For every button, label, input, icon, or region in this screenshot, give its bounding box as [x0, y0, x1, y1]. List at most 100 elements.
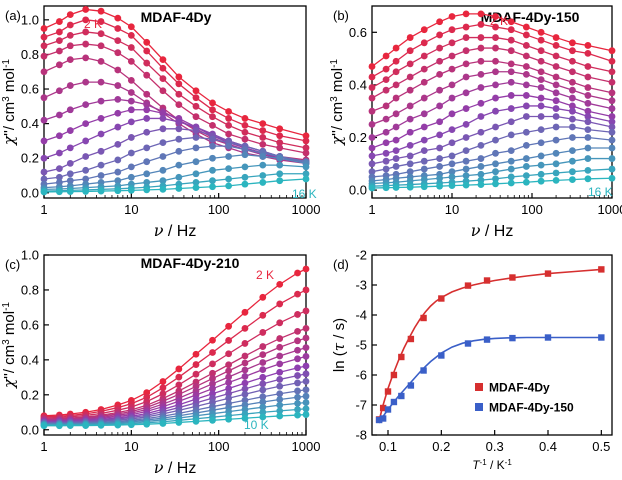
- data-point: [492, 57, 499, 65]
- data-point: [392, 136, 400, 144]
- data-point: [462, 60, 470, 68]
- data-point: [398, 392, 405, 400]
- legend-swatch: [475, 383, 483, 391]
- data-point: [382, 165, 390, 173]
- data-point: [294, 327, 301, 335]
- data-point: [241, 146, 249, 153]
- data-point: [55, 37, 63, 44]
- data-point: [175, 80, 183, 88]
- chart-panel-4: (d) 0.1 0.2 0.3 0.4 0.5 -8 -7 -6 -5 -4 -3 -2 ln (τ / …: [330, 248, 613, 472]
- data-point: [192, 179, 200, 186]
- data-point: [368, 144, 376, 152]
- data-point: [276, 161, 284, 169]
- data-point: [537, 161, 545, 169]
- annotation-label: 16 K: [292, 187, 317, 201]
- x-tick-label: 1000: [292, 202, 321, 217]
- data-point: [392, 110, 400, 118]
- data-point: [225, 394, 233, 402]
- data-point: [522, 70, 530, 78]
- data-point: [192, 144, 200, 152]
- chart-panel-1: (a) 1 10 100 1000 0.0 0.2 0.4 0.6 0.8 1.0 MDAF-4Dy χ…: [0, 5, 321, 240]
- panel-label: (d): [333, 257, 349, 272]
- data-point: [522, 63, 530, 70]
- x-axis-label: ν / Hz: [154, 458, 197, 477]
- data-point: [462, 105, 470, 112]
- data-point: [464, 340, 472, 347]
- data-point: [584, 155, 592, 162]
- data-point: [406, 168, 414, 176]
- data-point: [294, 269, 301, 277]
- data-point: [492, 175, 499, 183]
- data-point: [259, 120, 267, 128]
- data-point: [436, 174, 444, 182]
- data-point: [97, 97, 105, 105]
- data-point: [477, 70, 485, 78]
- y-tick-label: 1.0: [21, 12, 39, 27]
- data-point: [55, 87, 63, 95]
- data-point: [143, 106, 151, 114]
- data-point: [392, 81, 400, 89]
- data-point: [569, 94, 576, 102]
- data-point: [608, 89, 616, 97]
- data-point: [276, 382, 284, 390]
- data-point: [40, 154, 48, 162]
- data-point: [55, 173, 63, 181]
- data-point: [225, 415, 233, 423]
- data-point: [462, 89, 470, 97]
- data-point: [259, 329, 267, 336]
- data-point: [302, 137, 310, 145]
- data-point: [66, 21, 74, 29]
- data-point: [175, 373, 183, 381]
- data-point: [40, 116, 48, 124]
- y-tick-label: -7: [355, 398, 367, 413]
- data-point: [143, 158, 151, 166]
- data-point: [392, 163, 400, 170]
- series-11: [368, 123, 616, 176]
- data-point: [477, 141, 485, 149]
- data-point: [82, 166, 90, 174]
- data-point: [97, 30, 105, 38]
- data-point: [584, 42, 592, 49]
- data-point: [241, 366, 249, 374]
- data-point: [259, 153, 267, 160]
- data-point: [225, 115, 233, 122]
- data-point: [368, 160, 376, 168]
- data-point: [127, 421, 135, 429]
- data-point: [492, 94, 499, 102]
- data-point: [552, 42, 560, 49]
- data-point: [192, 417, 200, 425]
- data-point: [477, 21, 485, 28]
- x-tick-label: 1: [40, 202, 47, 217]
- data-point: [522, 113, 530, 120]
- data-point: [143, 170, 151, 178]
- data-point: [175, 365, 183, 373]
- data-point: [392, 123, 400, 131]
- data-point: [420, 367, 427, 374]
- data-point: [55, 47, 63, 55]
- data-point: [40, 137, 48, 145]
- data-point: [537, 68, 545, 76]
- series-3: [368, 34, 616, 91]
- data-point: [143, 128, 151, 136]
- y-tick-label: 0.0: [21, 422, 39, 437]
- data-point: [492, 149, 499, 157]
- data-point: [552, 73, 560, 81]
- data-point: [259, 366, 267, 374]
- data-point: [477, 128, 485, 136]
- data-point: [537, 126, 545, 134]
- data-point: [209, 154, 216, 162]
- series-2: [368, 21, 616, 81]
- data-point: [392, 94, 400, 102]
- data-point: [462, 23, 470, 31]
- data-point: [259, 413, 267, 421]
- plot-frame: [43, 5, 307, 199]
- series-7: [40, 96, 310, 167]
- data-point: [522, 81, 530, 89]
- data-point: [40, 42, 48, 50]
- x-tick-label: 0.3: [486, 439, 504, 454]
- y-tick-label: 0.2: [349, 130, 367, 145]
- data-point: [406, 47, 414, 55]
- data-point: [192, 184, 200, 192]
- data-point: [175, 135, 183, 143]
